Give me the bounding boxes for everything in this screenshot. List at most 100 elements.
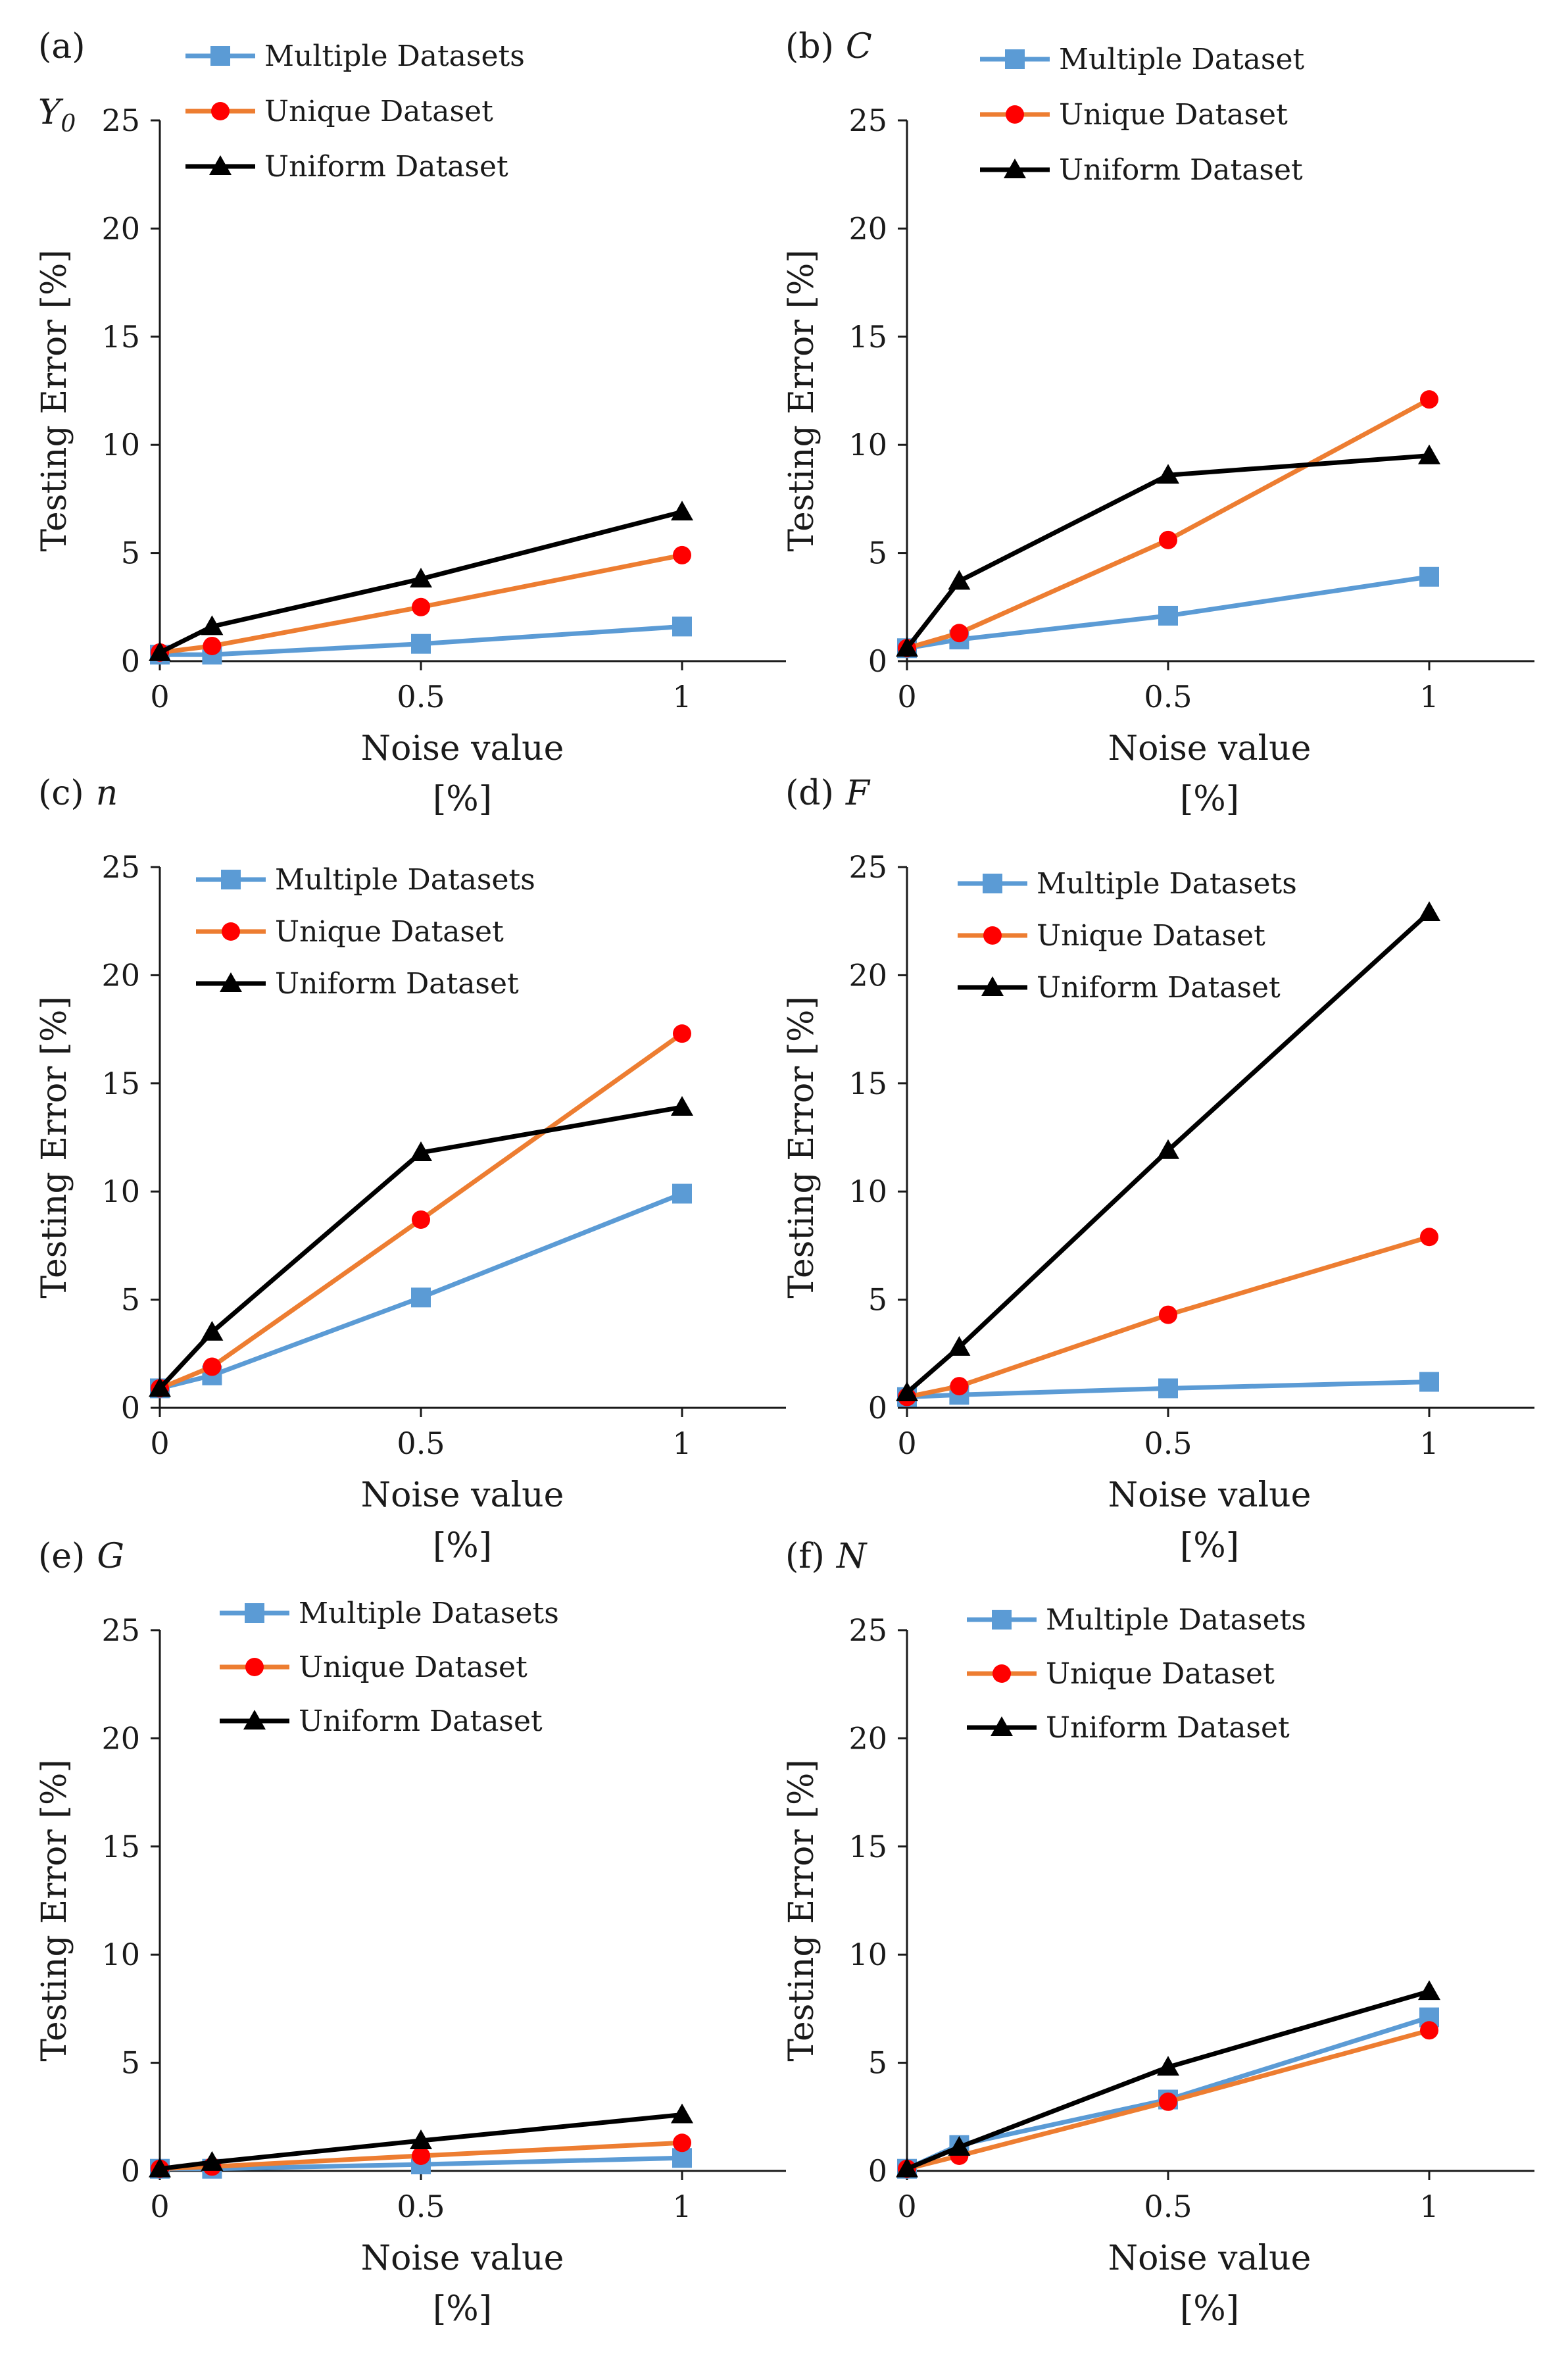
- x-tick-label: 0: [150, 1426, 169, 1461]
- data-point-uniform: [1418, 1980, 1440, 2001]
- data-point-multiple: [1419, 566, 1439, 587]
- x-tick-label: 0.5: [1144, 1426, 1192, 1461]
- x-tick-label: 1: [1419, 1426, 1438, 1461]
- panel-variable: F: [845, 774, 871, 813]
- panel-variable: C: [846, 27, 872, 66]
- series-line-unique: [159, 553, 683, 655]
- x-axis-unit: [%]: [1180, 780, 1239, 819]
- data-point-unique: [412, 1210, 430, 1229]
- data-point-unique: [1159, 2092, 1177, 2111]
- y-tick-label: 20: [101, 211, 140, 246]
- legend-marker-uniform: [1004, 159, 1026, 178]
- x-tick-label: 0: [150, 2189, 169, 2224]
- data-point-uniform: [410, 1141, 432, 1162]
- data-point-multiple: [1158, 605, 1178, 626]
- panel-variable-symbol: Y: [38, 93, 64, 132]
- y-tick-label: 10: [101, 1937, 140, 1972]
- data-point-unique: [1420, 1228, 1438, 1247]
- x-axis-label: Noise value: [1108, 2239, 1311, 2278]
- x-tick-label: 1: [1419, 2189, 1438, 2224]
- data-point-unique: [673, 545, 691, 564]
- data-point-unique: [412, 2146, 430, 2165]
- y-tick-label: 0: [121, 2153, 140, 2189]
- data-point-uniform: [896, 637, 918, 657]
- y-tick-label: 5: [121, 1282, 140, 1318]
- data-point-uniform: [201, 615, 224, 635]
- data-point-unique: [412, 597, 430, 616]
- y-tick-label: 15: [101, 319, 140, 355]
- y-axis-label: Testing Error [%]: [782, 249, 821, 551]
- series-line-uniform: [158, 1105, 683, 1390]
- y-tick-label: 0: [868, 1390, 887, 1426]
- data-point-multiple: [1158, 1378, 1178, 1399]
- y-tick-label: 25: [848, 849, 887, 885]
- chart-panel-d: (d) F 0 5 10 15 20 25 0 0.5 1 Noise value [%] Testing…: [782, 774, 1534, 1566]
- y-tick-label: 15: [848, 319, 887, 355]
- data-point-unique: [1420, 390, 1438, 409]
- series-line-multiple: [906, 1380, 1430, 1400]
- x-tick-label: 0: [897, 679, 916, 714]
- data-point-unique: [1420, 2021, 1438, 2040]
- legend-marker-unique: [211, 102, 230, 120]
- y-tick-label: 10: [101, 1174, 140, 1209]
- x-axis-unit: [%]: [433, 2289, 492, 2329]
- data-point-uniform: [948, 2135, 971, 2156]
- series-line-multiple: [160, 624, 683, 657]
- data-point-uniform: [201, 2151, 224, 2171]
- x-axis-label: Noise value: [1108, 1476, 1311, 1515]
- panel-variable: G: [97, 1537, 124, 1576]
- x-tick-label: 0: [897, 2189, 916, 2224]
- data-point-unique: [203, 1357, 222, 1376]
- panel-variable-subscript: 0: [61, 111, 76, 137]
- series-line-multiple: [159, 1191, 683, 1391]
- y-tick-label: 5: [121, 2045, 140, 2081]
- legend-label: Multiple Datasets: [299, 1597, 559, 1630]
- y-tick-label: 0: [121, 1390, 140, 1426]
- y-axis-label: Testing Error [%]: [782, 996, 821, 1298]
- data-point-multiple: [1419, 1372, 1439, 1392]
- y-tick-label: 25: [101, 849, 140, 885]
- y-tick-label: 15: [101, 1829, 140, 1864]
- legend-marker-unique: [983, 926, 1002, 945]
- panel-label: (a): [38, 27, 86, 66]
- x-tick-label: 0.5: [1144, 2189, 1192, 2224]
- legend-marker-uniform: [209, 155, 232, 175]
- legend-label: Uniform Dataset: [275, 967, 519, 1001]
- legend-marker-unique: [245, 1658, 264, 1676]
- y-tick-label: 10: [848, 427, 887, 462]
- y-axis-label: Testing Error [%]: [782, 1759, 821, 2061]
- data-point-uniform: [671, 501, 693, 521]
- legend-label: Multiple Dataset: [1059, 43, 1305, 76]
- chart-panel-b: (b) C 0 5 10 15 20 25 0 0.5 1 Noise value [%] Testing…: [782, 27, 1534, 819]
- legend-marker-multiple: [992, 1610, 1012, 1630]
- panel-variable: N: [835, 1537, 868, 1576]
- legend-label: Multiple Datasets: [1046, 1603, 1306, 1637]
- x-axis-unit: [%]: [1180, 1526, 1239, 1566]
- y-tick-label: 10: [101, 427, 140, 462]
- data-point-multiple: [672, 616, 692, 637]
- series-line-uniform: [159, 509, 683, 655]
- chart-panel-e: (e) G 0 5 10 15 20 25 0 0.5 1 Noise value [%] Testing…: [35, 1537, 786, 2329]
- legend-label: Unique Dataset: [1037, 919, 1265, 953]
- y-tick-label: 10: [848, 1937, 887, 1972]
- panel-letter: (e): [38, 1537, 85, 1576]
- legend-label: Multiple Datasets: [264, 39, 525, 73]
- data-point-unique: [950, 624, 969, 643]
- data-point-unique: [1159, 1305, 1177, 1324]
- y-tick-label: 5: [868, 2045, 887, 2081]
- y-axis-label: Testing Error [%]: [35, 996, 74, 1298]
- panel-label: (f) N: [785, 1537, 868, 1576]
- legend-label: Unique Dataset: [1046, 1657, 1275, 1691]
- legend-label: Uniform Dataset: [299, 1705, 543, 1738]
- x-tick-label: 1: [672, 1426, 691, 1461]
- x-tick-label: 1: [672, 2189, 691, 2224]
- data-point-uniform: [1157, 1139, 1179, 1159]
- series-line-uniform: [159, 2112, 683, 2172]
- data-point-uniform: [410, 568, 432, 588]
- data-point-unique: [203, 636, 222, 655]
- y-axis-label: Testing Error [%]: [35, 249, 74, 551]
- x-axis-label: Noise value: [1108, 729, 1311, 768]
- legend-label: Uniform Dataset: [264, 150, 508, 184]
- x-tick-label: 1: [672, 679, 691, 714]
- data-point-uniform: [410, 2129, 432, 2149]
